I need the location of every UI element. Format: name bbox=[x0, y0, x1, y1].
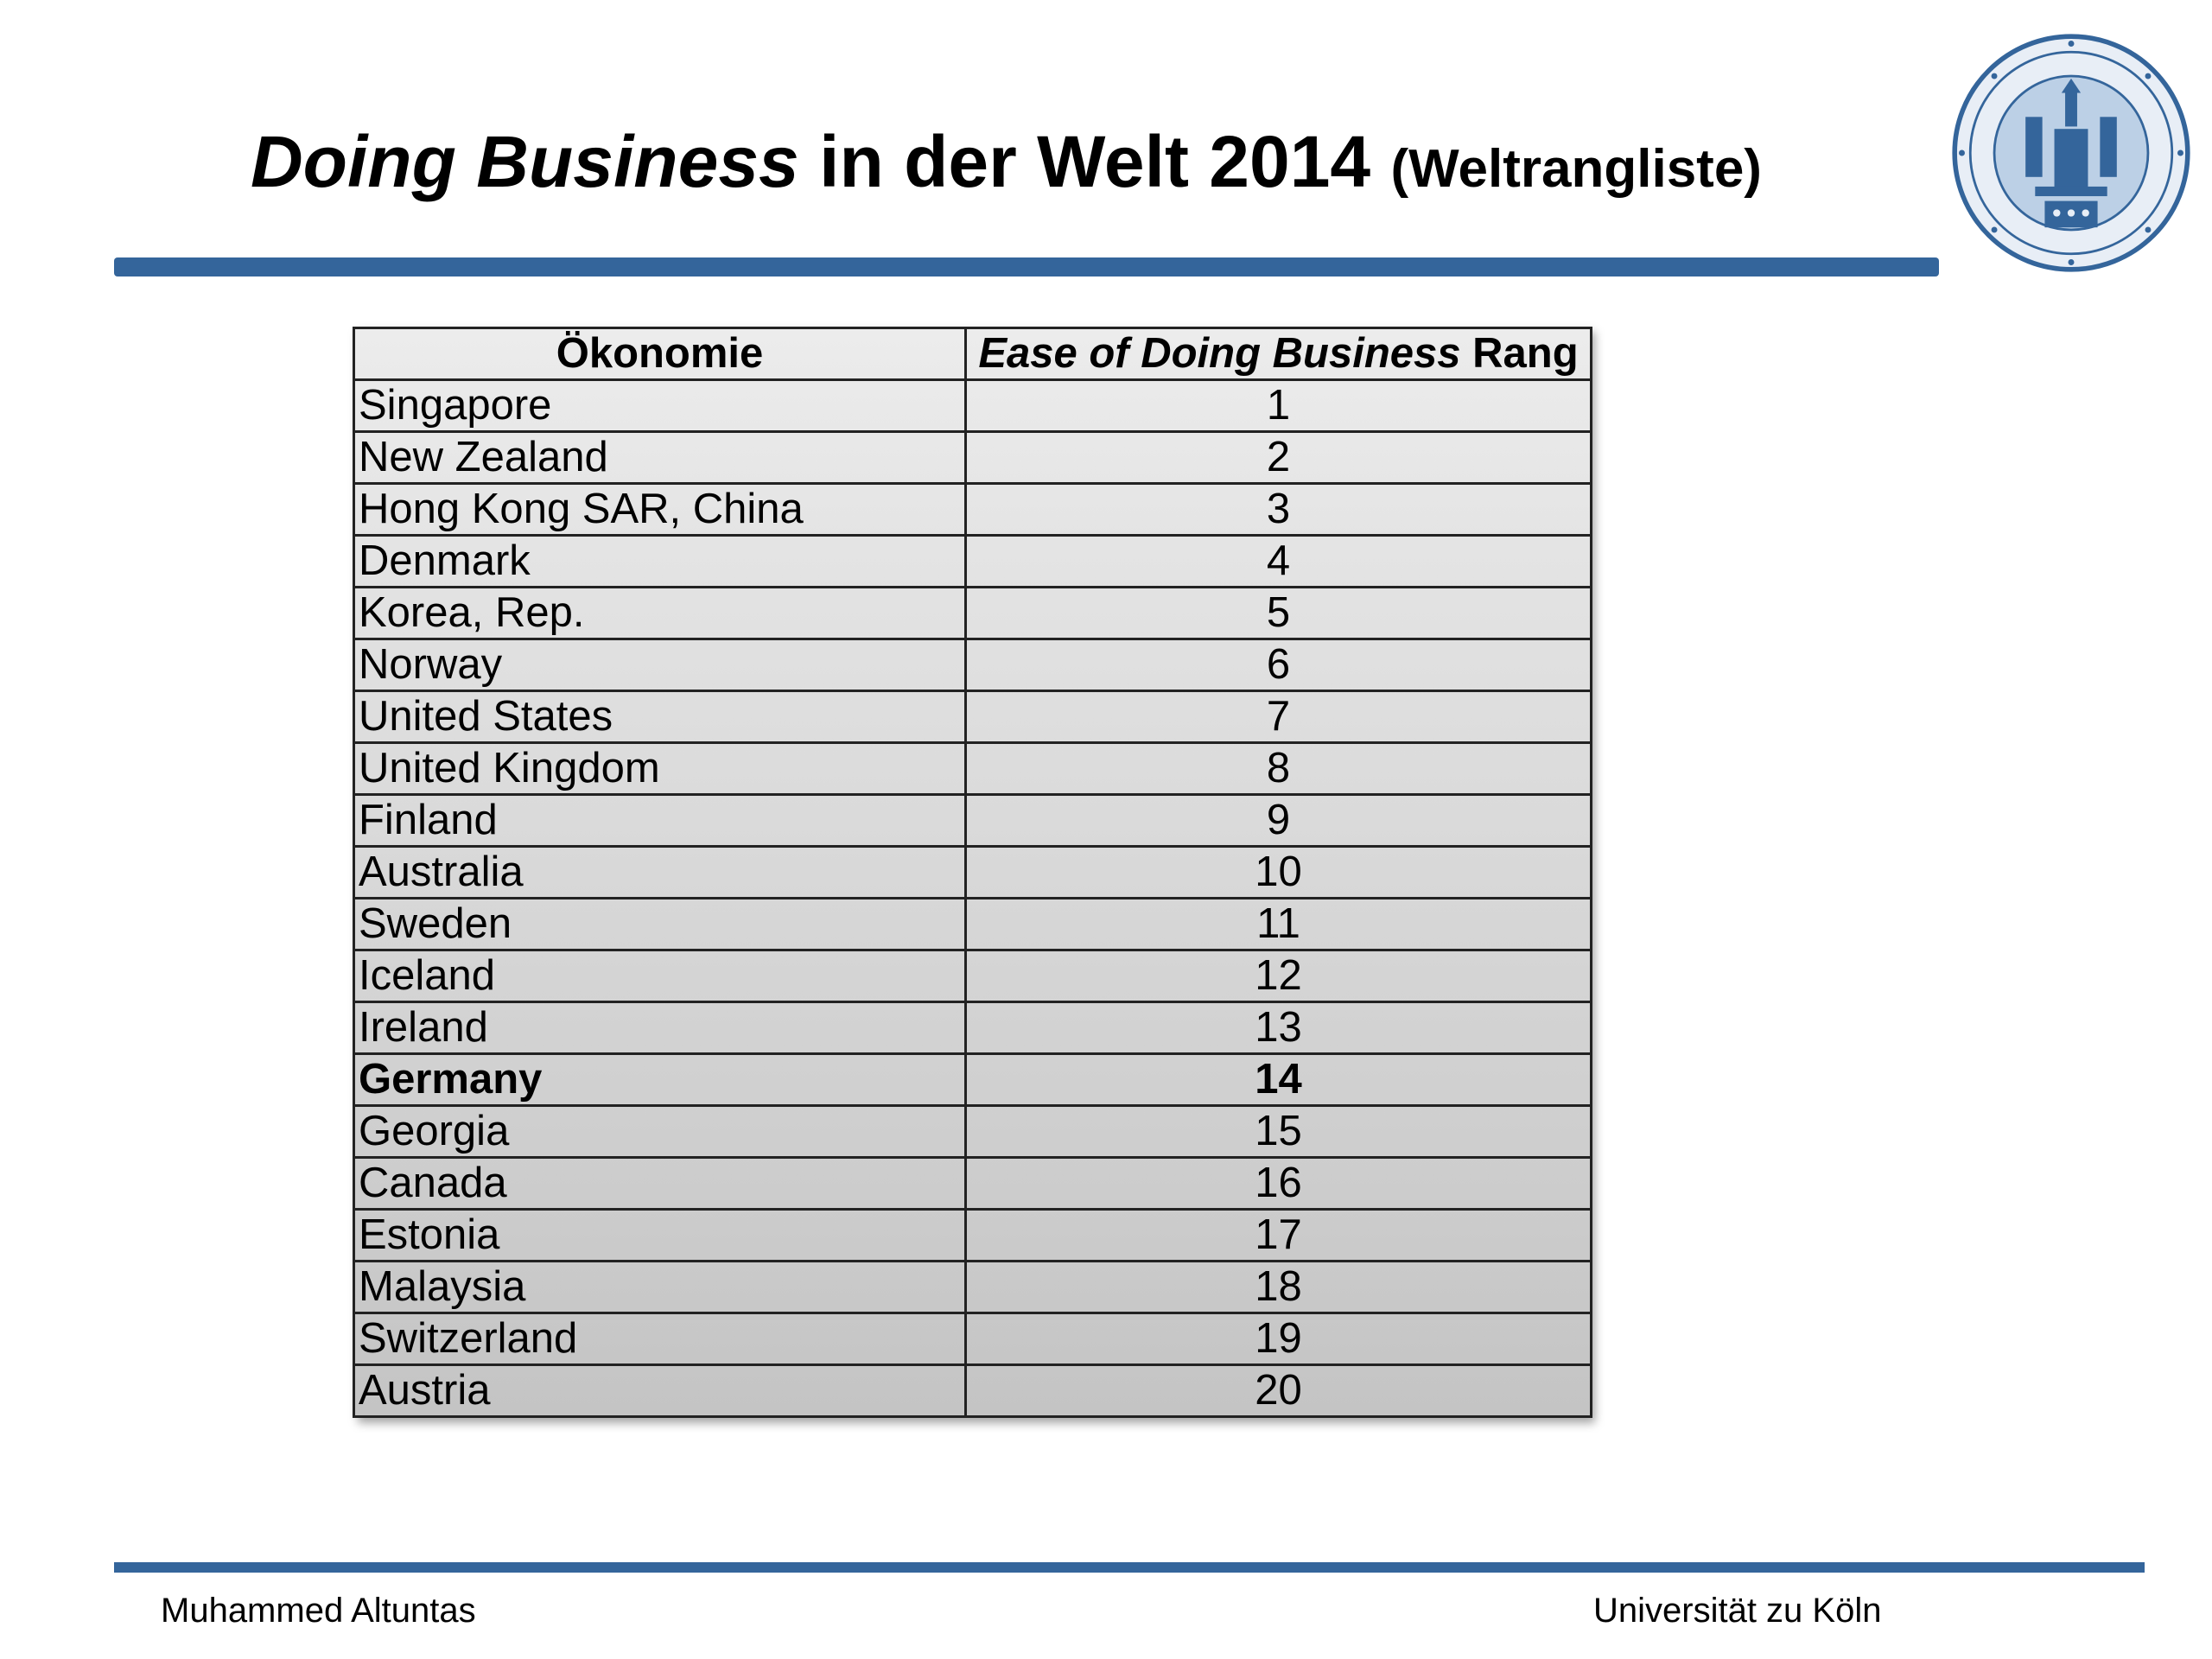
footer-institution: Universität zu Köln bbox=[1593, 1592, 1882, 1630]
table-row: Norway 6 bbox=[353, 638, 1592, 692]
column-header-economy: Ökonomie bbox=[353, 327, 967, 381]
rank-cell: 2 bbox=[964, 430, 1592, 485]
table-row: United States 7 bbox=[353, 690, 1592, 744]
ranking-table: Ökonomie Ease of Doing Business Rang Sin… bbox=[353, 327, 1592, 1418]
header-divider bbox=[114, 257, 1939, 276]
rank-cell: 13 bbox=[964, 1001, 1592, 1055]
rank-cell: 20 bbox=[964, 1363, 1592, 1418]
table-row: Denmark 4 bbox=[353, 534, 1592, 588]
rank-cell: 9 bbox=[964, 793, 1592, 848]
economy-cell: Switzerland bbox=[353, 1312, 967, 1366]
rank-cell: 12 bbox=[964, 949, 1592, 1003]
rank-cell: 14 bbox=[964, 1052, 1592, 1107]
economy-cell: Australia bbox=[353, 845, 967, 899]
rank-cell: 17 bbox=[964, 1208, 1592, 1262]
economy-cell: Georgia bbox=[353, 1104, 967, 1159]
economy-cell: United Kingdom bbox=[353, 741, 967, 796]
economy-cell: Hong Kong SAR, China bbox=[353, 482, 967, 537]
rank-cell: 16 bbox=[964, 1156, 1592, 1211]
slide-title-main: in der Welt 2014 bbox=[798, 121, 1391, 202]
rank-cell: 3 bbox=[964, 482, 1592, 537]
column-header-rank-rest: Rang bbox=[1460, 330, 1579, 378]
table-row: Singapore 1 bbox=[353, 378, 1592, 433]
table-row: Estonia 17 bbox=[353, 1208, 1592, 1262]
economy-cell: Ireland bbox=[353, 1001, 967, 1055]
table-row: United Kingdom 8 bbox=[353, 741, 1592, 796]
economy-cell: Finland bbox=[353, 793, 967, 848]
economy-cell: Norway bbox=[353, 638, 967, 692]
table-row: Ireland 13 bbox=[353, 1001, 1592, 1055]
rank-cell: 6 bbox=[964, 638, 1592, 692]
column-header-rank: Ease of Doing Business Rang bbox=[964, 327, 1592, 381]
footer-author: Muhammed Altuntas bbox=[161, 1592, 476, 1630]
economy-cell: Estonia bbox=[353, 1208, 967, 1262]
table-row: Georgia 15 bbox=[353, 1104, 1592, 1159]
table-row: Sweden 11 bbox=[353, 897, 1592, 951]
table-body: Singapore 1 New Zealand 2 Hong Kong SAR, Chi… bbox=[353, 378, 1592, 1418]
table-header-row: Ökonomie Ease of Doing Business Rang bbox=[353, 327, 1592, 381]
economy-cell: Canada bbox=[353, 1156, 967, 1211]
economy-cell: Austria bbox=[353, 1363, 967, 1418]
economy-cell: Singapore bbox=[353, 378, 967, 433]
rank-cell: 4 bbox=[964, 534, 1592, 588]
footer-divider bbox=[114, 1562, 2145, 1573]
slide-title-suffix: (Weltrangliste) bbox=[1390, 139, 1762, 199]
rank-cell: 15 bbox=[964, 1104, 1592, 1159]
table-row: Malaysia 18 bbox=[353, 1260, 1592, 1314]
table-row: Korea, Rep. 5 bbox=[353, 586, 1592, 640]
university-seal-icon bbox=[1952, 34, 2190, 272]
economy-cell: United States bbox=[353, 690, 967, 744]
table-row: Iceland 12 bbox=[353, 949, 1592, 1003]
ranking-table-container: Ökonomie Ease of Doing Business Rang Sin… bbox=[353, 327, 1592, 1418]
economy-cell: Sweden bbox=[353, 897, 967, 951]
column-header-rank-italic: Ease of Doing Business bbox=[978, 330, 1461, 378]
table-row: Canada 16 bbox=[353, 1156, 1592, 1211]
table-row: Finland 9 bbox=[353, 793, 1592, 848]
economy-cell: Korea, Rep. bbox=[353, 586, 967, 640]
table-row: New Zealand 2 bbox=[353, 430, 1592, 485]
economy-cell: Malaysia bbox=[353, 1260, 967, 1314]
table-row: Hong Kong SAR, China 3 bbox=[353, 482, 1592, 537]
slide-title-italic: Doing Business bbox=[251, 121, 799, 202]
rank-cell: 10 bbox=[964, 845, 1592, 899]
rank-cell: 7 bbox=[964, 690, 1592, 744]
economy-cell: New Zealand bbox=[353, 430, 967, 485]
table-row: Germany 14 bbox=[353, 1052, 1592, 1107]
slide-title: Doing Business in der Welt 2014 (Weltran… bbox=[251, 125, 1892, 198]
table-row: Australia 10 bbox=[353, 845, 1592, 899]
rank-cell: 8 bbox=[964, 741, 1592, 796]
economy-cell: Germany bbox=[353, 1052, 967, 1107]
table-row: Switzerland 19 bbox=[353, 1312, 1592, 1366]
rank-cell: 5 bbox=[964, 586, 1592, 640]
rank-cell: 18 bbox=[964, 1260, 1592, 1314]
economy-cell: Denmark bbox=[353, 534, 967, 588]
rank-cell: 1 bbox=[964, 378, 1592, 433]
rank-cell: 11 bbox=[964, 897, 1592, 951]
economy-cell: Iceland bbox=[353, 949, 967, 1003]
table-row: Austria 20 bbox=[353, 1363, 1592, 1418]
rank-cell: 19 bbox=[964, 1312, 1592, 1366]
